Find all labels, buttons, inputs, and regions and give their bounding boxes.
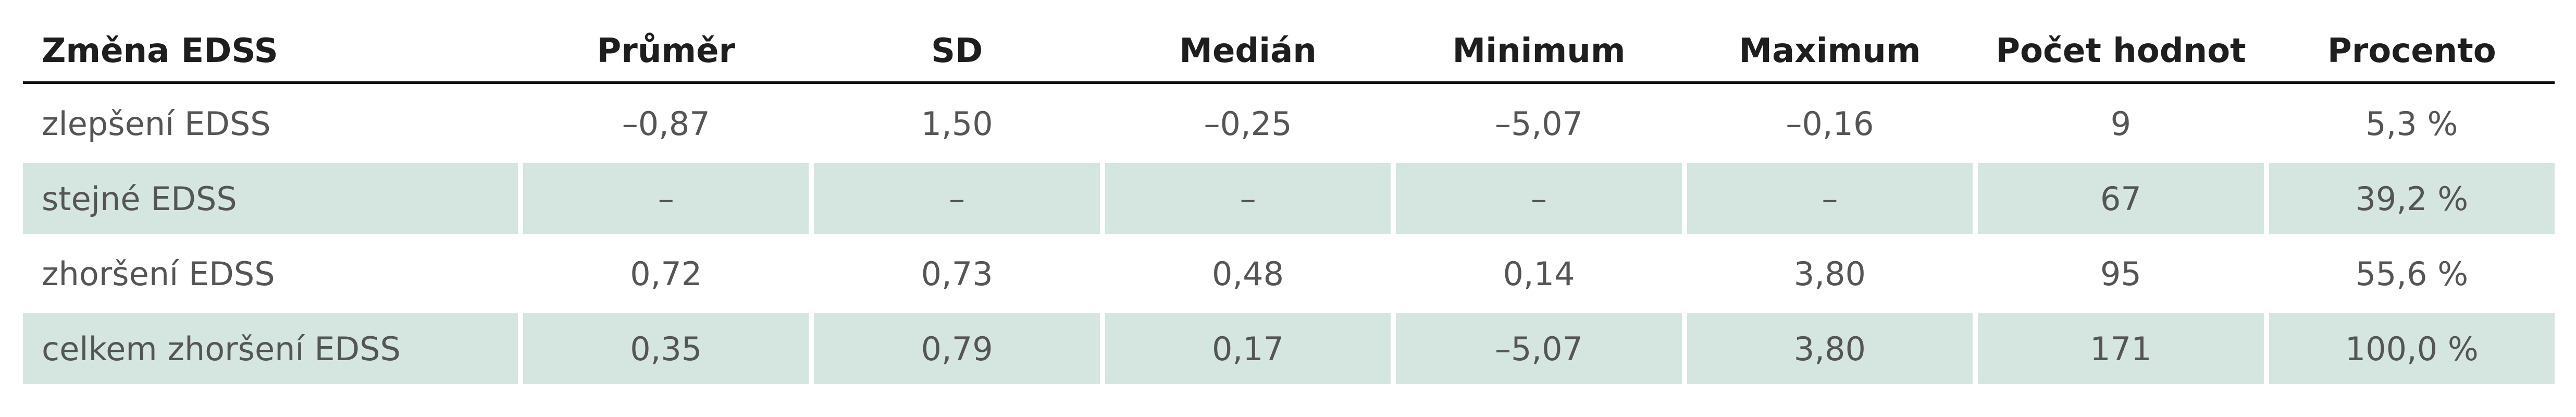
header-cell: Průměr <box>597 32 736 70</box>
table-cell: – <box>814 163 1100 234</box>
row-label: celkem zhoršení EDSS <box>23 313 518 384</box>
table-cell: – <box>1687 163 1973 234</box>
table-cell: 100,0 % <box>2269 313 2555 384</box>
header-row: Změna EDSS Průměr SD Medián Minimum Maximum Po… <box>23 21 2555 81</box>
header-cell: Procento <box>2327 32 2496 70</box>
table-row: celkem zhoršení EDSS 0,35 0,79 0,17 –5,07 3,8… <box>23 313 2555 384</box>
table-cell: – <box>1396 163 1682 234</box>
table-cell: 9 <box>2110 104 2132 143</box>
table-cell: –0,16 <box>1786 104 1874 143</box>
table-cell: 3,80 <box>1687 313 1973 384</box>
table-cell: –0,25 <box>1204 104 1292 143</box>
row-label: stejné EDSS <box>23 163 518 234</box>
table-cell: – <box>1105 163 1391 234</box>
table-cell: –5,07 <box>1396 313 1682 384</box>
table-cell: –0,87 <box>622 104 710 143</box>
table-cell: 0,72 <box>630 254 702 293</box>
table-cell: 39,2 % <box>2269 163 2555 234</box>
table-cell: – <box>523 163 809 234</box>
table-cell: 67 <box>1978 163 2264 234</box>
table-row: stejné EDSS – – – – –67 39,2 % <box>23 163 2555 234</box>
table-cell: 0,14 <box>1503 254 1575 293</box>
table-cell: 0,17 <box>1105 313 1391 384</box>
header-cell: SD <box>931 32 983 70</box>
header-rule <box>23 81 2555 84</box>
header-cell: Počet hodnot <box>1996 32 2246 70</box>
table-cell: 3,80 <box>1793 254 1866 293</box>
table-cell: –5,07 <box>1494 104 1583 143</box>
table-cell: 0,79 <box>814 313 1100 384</box>
row-label: zhoršení EDSS <box>42 254 275 293</box>
table: Změna EDSS Průměr SD Medián Minimum Maximum Po… <box>23 21 2555 384</box>
table-cell: 171 <box>1978 313 2264 384</box>
table-cell: 0,48 <box>1212 254 1284 293</box>
table-row: zhoršení EDSS 0,72 0,73 0,48 0,14 3,80 95 55,6 … <box>23 238 2555 309</box>
table-cell: 0,35 <box>523 313 809 384</box>
row-label: zlepšení EDSS <box>42 104 271 143</box>
table-cell: 1,50 <box>921 104 993 143</box>
header-cell: Minimum <box>1452 32 1626 70</box>
header-cell: Maximum <box>1739 32 1921 70</box>
table-cell: 95 <box>2100 254 2141 293</box>
header-cell: Medián <box>1179 32 1317 70</box>
table-cell: 5,3 % <box>2366 104 2458 143</box>
table-cell: 55,6 % <box>2355 254 2469 293</box>
table-cell: 0,73 <box>921 254 993 293</box>
table-row: zlepšení EDSS –0,87 1,50 –0,25 –5,07 –0,16 9 5,… <box>23 88 2555 159</box>
header-cell: Změna EDSS <box>42 32 278 70</box>
